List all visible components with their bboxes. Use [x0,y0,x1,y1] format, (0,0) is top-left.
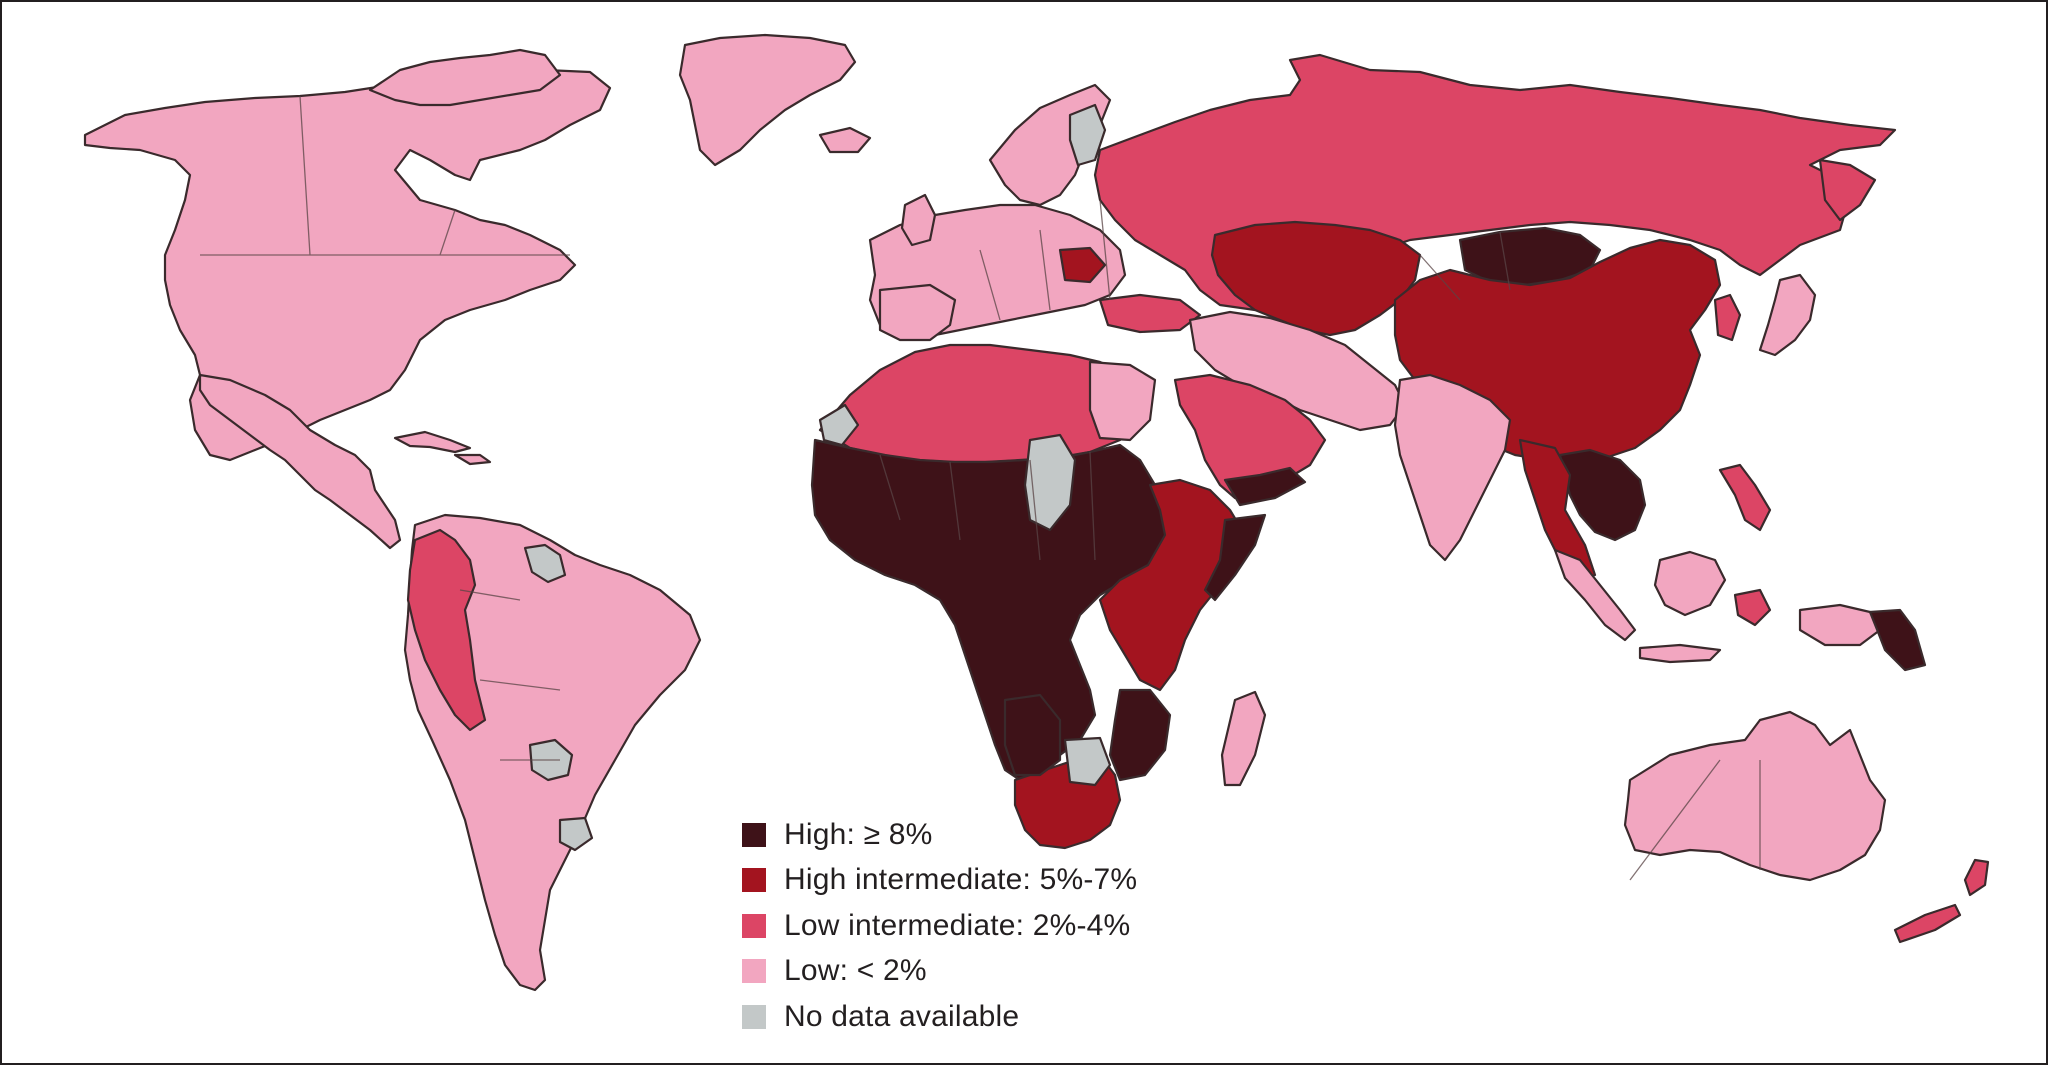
region-mozambique [1108,688,1172,782]
region-turkey [1098,293,1202,334]
region-papua [1798,603,1882,647]
legend-label: High intermediate: 5%-7% [784,863,1138,897]
region-madagascar [1220,690,1267,787]
region-guianas [523,543,567,584]
region-japan [1758,273,1817,357]
region-southeast-asia [1558,448,1647,542]
region-caribbean [393,430,492,466]
region-namibia [1003,693,1062,777]
region-philippines [1718,463,1772,532]
region-east-africa [1098,478,1247,692]
legend-item-low: Low: < 2% [742,949,1222,995]
legend-swatch-low [742,959,766,984]
region-sumatra-java [1553,548,1722,664]
legend: High: ≥ 8% High intermediate: 5%-7% Low … [742,812,1222,1040]
region-north-america [83,68,612,462]
region-mexico-central-america [198,373,402,550]
region-romania [1058,246,1107,284]
region-papua-new-guinea [1868,608,1927,672]
region-finland [1068,103,1107,167]
legend-swatch-high-intermediate [742,868,766,893]
legend-item-high: High: ≥ 8% [742,812,1222,858]
legend-swatch-high [742,822,766,847]
legend-label: No data available [784,999,1020,1033]
legend-label: Low: < 2% [784,954,927,988]
region-greenland [678,33,857,167]
legend-item-low-intermediate: Low intermediate: 2%-4% [742,903,1222,949]
region-chad [1023,433,1077,532]
legend-label: Low intermediate: 2%-4% [784,908,1131,942]
region-somalia [1203,513,1267,602]
region-india [1393,373,1512,562]
region-kazakhstan-central-asia [1210,220,1422,337]
region-uk [900,193,937,247]
region-iberia [878,283,957,342]
region-yemen [1223,466,1307,507]
legend-label: High: ≥ 8% [784,817,933,851]
legend-swatch-low-intermediate [742,913,766,938]
region-colombia-ecuador-peru [406,528,487,732]
region-korea [1713,293,1742,342]
legend-swatch-no-data [742,1004,766,1029]
region-uruguay [558,816,594,852]
region-kamchatka [1818,158,1877,222]
legend-item-high-intermediate: High intermediate: 5%-7% [742,858,1222,904]
region-egypt [1088,360,1157,442]
region-western-sahara [818,403,860,447]
country-borders [200,95,1761,881]
region-botswana [1063,736,1112,787]
region-sulawesi [1733,588,1772,627]
region-australia [1623,710,1887,882]
region-borneo [1653,550,1727,617]
region-iceland [818,126,872,154]
region-arctic-islands [368,48,562,107]
legend-item-no-data: No data available [742,994,1222,1040]
region-new-zealand [1893,858,1990,944]
